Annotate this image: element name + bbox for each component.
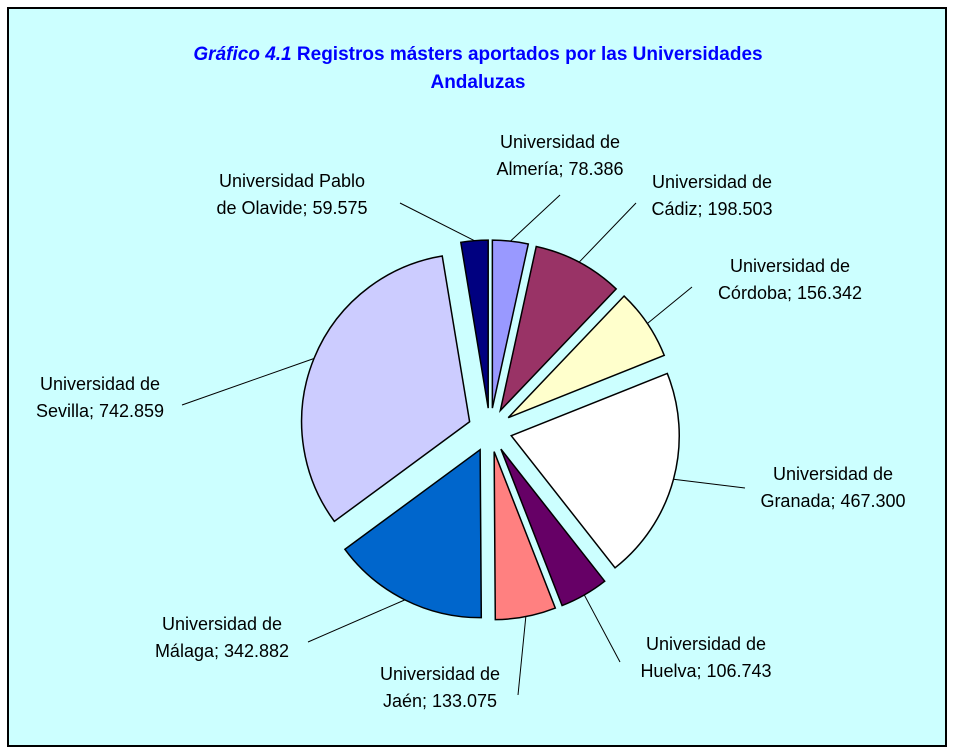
label-line: Universidad de	[40, 374, 160, 394]
label-line: Universidad de	[500, 132, 620, 152]
title-line: Andaluzas	[430, 72, 525, 93]
label-line: Universidad de	[646, 634, 766, 654]
pie-slice	[300, 255, 471, 523]
data-label: Universidad de Jaén; 133.075	[380, 664, 500, 711]
label-line: Huelva; 106.743	[640, 661, 771, 681]
chart-frame	[7, 7, 947, 747]
leader-line	[583, 594, 621, 663]
label-line: Córdoba; 156.342	[718, 283, 862, 303]
leader-line	[578, 202, 637, 263]
label-line: Universidad de	[162, 614, 282, 634]
pie-slice	[343, 448, 483, 619]
label-line: Cádiz; 198.503	[651, 199, 772, 219]
label-line: Universidad de	[652, 172, 772, 192]
pie-slice	[507, 294, 666, 419]
label-line: Universidad de	[773, 464, 893, 484]
data-label: Universidad de Cádiz; 198.503	[651, 172, 772, 219]
label-line: Granada; 467.300	[760, 491, 905, 511]
label-line: Almería; 78.386	[496, 159, 623, 179]
title-line: Registros másters aportados por las Univ…	[297, 44, 763, 65]
data-label: Universidad de Sevilla; 742.859	[36, 374, 164, 421]
label-line: de Olavide; 59.575	[216, 198, 367, 218]
data-label: Universidad de Granada; 467.300	[760, 464, 905, 511]
pie-slice	[510, 372, 680, 569]
pie-slice	[500, 448, 606, 607]
title-label: Gráfico 4.1	[193, 44, 291, 65]
leader-line	[673, 478, 746, 489]
label-line: Universidad de	[730, 256, 850, 276]
label-line: Universidad de	[380, 664, 500, 684]
leader-line	[307, 599, 406, 643]
label-line: Jaén; 133.075	[383, 691, 497, 711]
data-label: Universidad de Córdoba; 156.342	[718, 256, 862, 303]
leader-line	[181, 357, 315, 406]
leader-line	[647, 286, 693, 324]
data-label: Universidad de Huelva; 106.743	[640, 634, 771, 681]
leader-line	[517, 616, 527, 696]
data-label: Universidad de Málaga; 342.882	[155, 614, 289, 661]
data-label: Universidad Pablo de Olavide; 59.575	[216, 171, 367, 218]
label-line: Sevilla; 742.859	[36, 401, 164, 421]
leader-line	[399, 202, 475, 242]
label-line: Málaga; 342.882	[155, 641, 289, 661]
leader-line	[510, 194, 561, 242]
pie-slice	[459, 239, 489, 409]
chart-title: Gráfico 4.1 Registros másters aportados …	[193, 44, 762, 93]
data-label: Universidad de Almería; 78.386	[496, 132, 623, 179]
label-line: Universidad Pablo	[219, 171, 365, 191]
pie-slice	[499, 245, 618, 414]
